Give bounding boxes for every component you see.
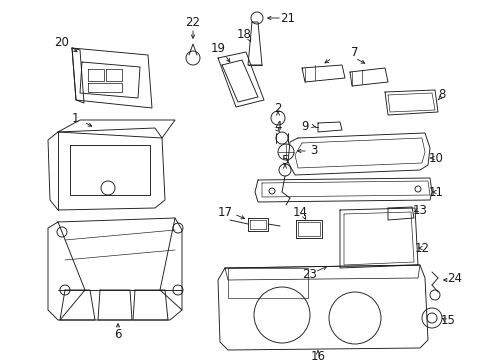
Text: 7: 7 [350,45,358,58]
Text: 15: 15 [440,314,454,327]
Text: 9: 9 [301,120,308,132]
Text: 8: 8 [437,89,445,102]
Text: 4: 4 [274,121,281,134]
Text: 3: 3 [310,144,317,158]
Text: 11: 11 [427,185,443,198]
Text: 12: 12 [414,242,428,255]
Text: 16: 16 [310,350,325,360]
Text: 20: 20 [55,36,69,49]
Text: 5: 5 [281,154,288,167]
Text: 21: 21 [280,12,295,24]
Text: 6: 6 [114,328,122,341]
Text: 10: 10 [427,152,443,165]
Text: 17: 17 [217,206,232,219]
Text: 14: 14 [292,206,307,219]
Text: 13: 13 [412,203,427,216]
Text: 19: 19 [210,41,225,54]
Text: 18: 18 [236,28,251,41]
Text: 22: 22 [185,15,200,28]
Text: 24: 24 [447,271,462,284]
Text: 1: 1 [71,112,79,126]
Text: 23: 23 [302,269,317,282]
Text: 2: 2 [274,102,281,114]
